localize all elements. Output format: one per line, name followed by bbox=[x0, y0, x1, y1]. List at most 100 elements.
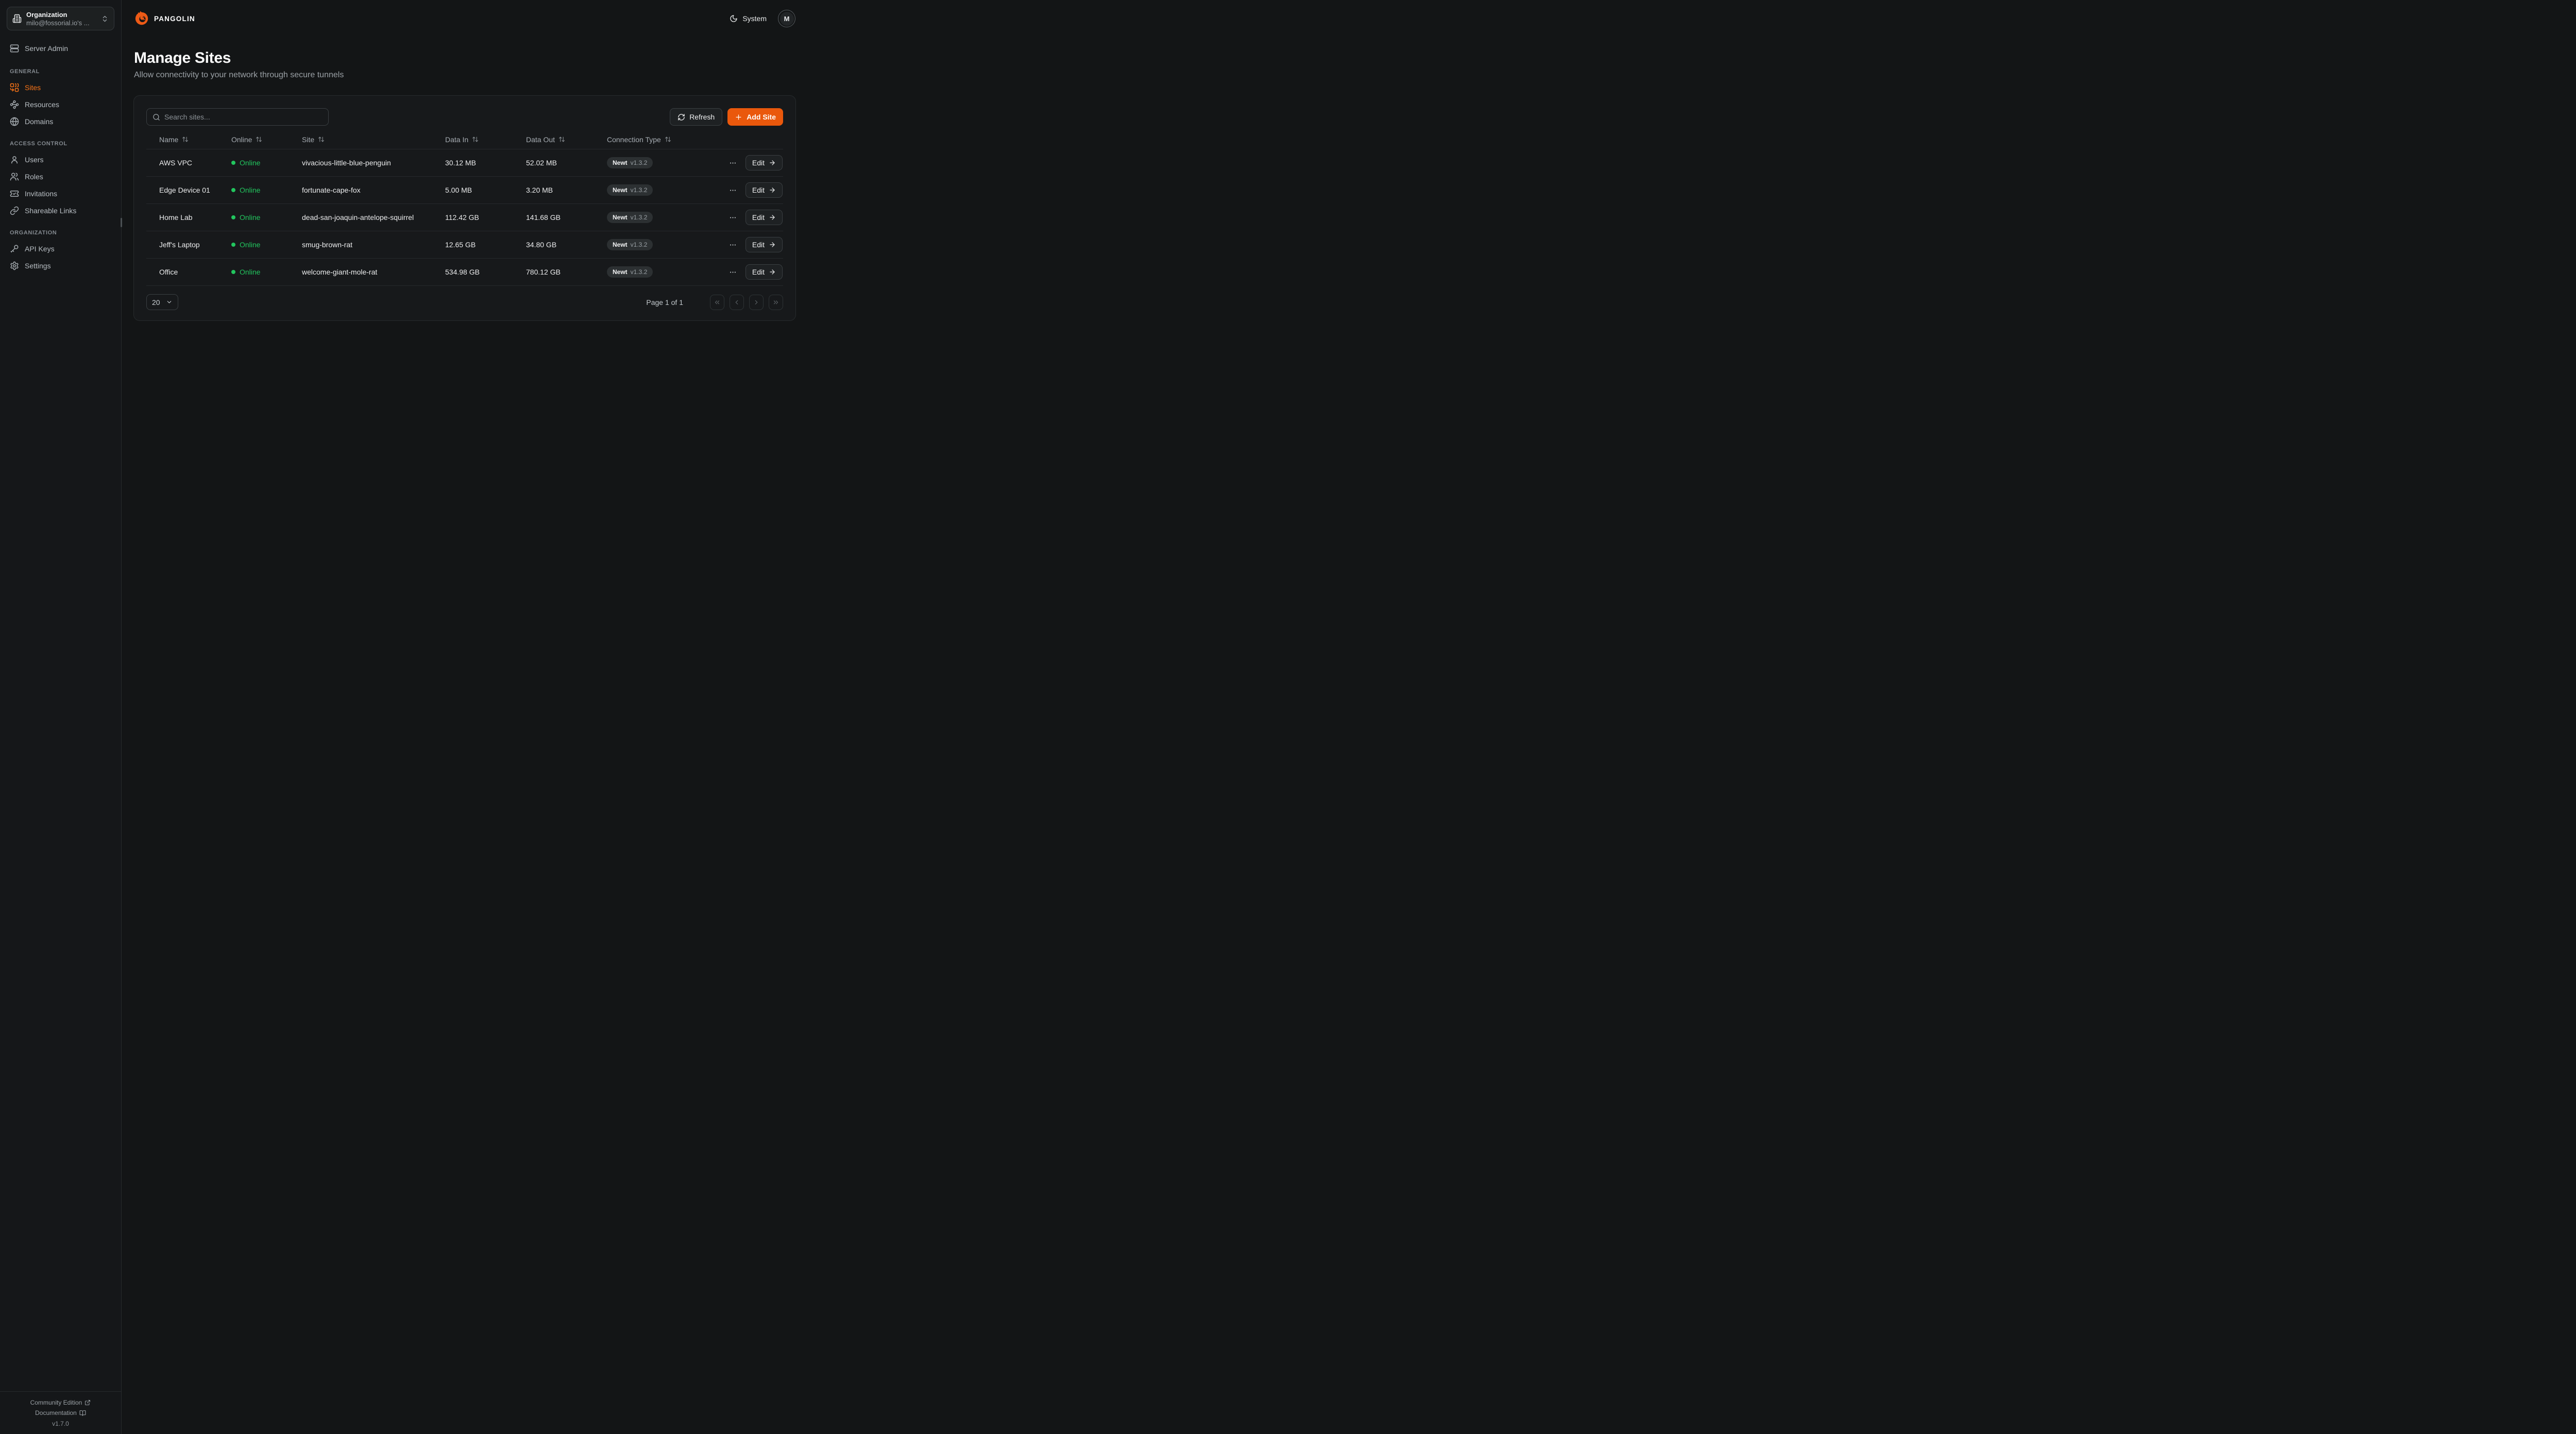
column-header-connection-type[interactable]: Connection Type bbox=[607, 135, 705, 144]
row-menu-button[interactable] bbox=[728, 184, 738, 196]
sidebar-item-shareable-links[interactable]: Shareable Links bbox=[7, 202, 114, 219]
row-menu-button[interactable] bbox=[728, 212, 738, 224]
chevrons-up-down-icon bbox=[101, 15, 109, 23]
sidebar-item-domains[interactable]: Domains bbox=[7, 113, 114, 130]
sidebar-item-settings[interactable]: Settings bbox=[7, 257, 114, 274]
edit-button[interactable]: Edit bbox=[745, 210, 783, 225]
sidebar: Organization milo@fossorial.io's ... Ser… bbox=[0, 0, 122, 1434]
row-menu-button[interactable] bbox=[728, 266, 738, 278]
ellipsis-icon bbox=[730, 162, 736, 164]
avatar[interactable]: M bbox=[778, 10, 795, 27]
refresh-button[interactable]: Refresh bbox=[670, 108, 723, 126]
column-label: Site bbox=[302, 135, 315, 144]
status-cell: Online bbox=[231, 186, 302, 194]
sidebar-item-sites[interactable]: Sites bbox=[7, 79, 114, 96]
row-actions: Edit bbox=[705, 155, 783, 170]
online-status-dot bbox=[231, 243, 235, 247]
column-header-data-in[interactable]: Data In bbox=[445, 135, 526, 144]
page-indicator: Page 1 of 1 bbox=[646, 298, 683, 306]
previous-page-button[interactable] bbox=[730, 294, 744, 310]
site-slug-cell: dead-san-joaquin-antelope-squirrel bbox=[302, 213, 414, 221]
documentation-link[interactable]: Documentation bbox=[0, 1408, 121, 1418]
first-page-button[interactable] bbox=[710, 294, 724, 310]
sidebar-item-label: Resources bbox=[25, 100, 59, 109]
column-header-site[interactable]: Site bbox=[302, 135, 445, 144]
edit-button[interactable]: Edit bbox=[745, 155, 783, 170]
edit-label: Edit bbox=[752, 213, 765, 221]
status-badge: Online bbox=[240, 186, 261, 194]
table-header: Name Online Site Data In Data Out Connec… bbox=[146, 130, 783, 149]
connection-type-badge: Newt v1.3.2 bbox=[607, 157, 653, 168]
sites-card: Refresh Add Site Name Online Site bbox=[133, 95, 796, 321]
site-name-cell: Edge Device 01 bbox=[159, 186, 210, 194]
page-size-value: 20 bbox=[152, 298, 160, 306]
waypoints-icon bbox=[10, 100, 19, 109]
sidebar-item-label: API Keys bbox=[25, 244, 55, 253]
status-badge: Online bbox=[240, 159, 261, 167]
row-actions: Edit bbox=[705, 182, 783, 198]
column-label: Name bbox=[159, 135, 179, 144]
users-icon bbox=[10, 172, 19, 181]
arrow-right-icon bbox=[769, 241, 776, 248]
sort-icon bbox=[665, 136, 671, 143]
sidebar-item-invitations[interactable]: Invitations bbox=[7, 185, 114, 202]
ellipsis-icon bbox=[730, 189, 736, 191]
community-edition-link[interactable]: Community Edition bbox=[0, 1397, 121, 1408]
connection-version: v1.3.2 bbox=[630, 214, 648, 221]
sidebar-item-server-admin[interactable]: Server Admin bbox=[7, 39, 114, 58]
site-slug-cell: smug-brown-rat bbox=[302, 241, 353, 249]
refresh-label: Refresh bbox=[689, 113, 715, 121]
connection-version: v1.3.2 bbox=[630, 241, 648, 248]
site-name-cell: AWS VPC bbox=[159, 159, 193, 167]
edit-button[interactable]: Edit bbox=[745, 237, 783, 252]
section-label-access-control: ACCESS CONTROL bbox=[10, 141, 67, 147]
sort-icon bbox=[472, 136, 479, 143]
ellipsis-icon bbox=[730, 216, 736, 218]
book-open-icon bbox=[79, 1410, 86, 1416]
chevrons-right-icon bbox=[773, 300, 778, 304]
card-toolbar: Refresh Add Site bbox=[146, 108, 783, 126]
table-row: Home Lab Online dead-san-joaquin-antelop… bbox=[146, 204, 783, 231]
data-in-cell: 112.42 GB bbox=[445, 213, 479, 221]
plus-icon bbox=[735, 113, 742, 121]
sidebar-item-api-keys[interactable]: API Keys bbox=[7, 240, 114, 257]
page-size-select[interactable]: 20 bbox=[146, 294, 178, 310]
documentation-label: Documentation bbox=[35, 1409, 77, 1416]
key-icon bbox=[10, 244, 19, 253]
sidebar-item-users[interactable]: Users bbox=[7, 151, 114, 168]
org-value: milo@fossorial.io's ... bbox=[26, 19, 90, 27]
sidebar-item-roles[interactable]: Roles bbox=[7, 168, 114, 185]
connection-type-badge: Newt v1.3.2 bbox=[607, 239, 653, 250]
column-header-data-out[interactable]: Data Out bbox=[526, 135, 607, 144]
edit-button[interactable]: Edit bbox=[745, 182, 783, 198]
last-page-button[interactable] bbox=[769, 294, 783, 310]
pangolin-logo-icon bbox=[134, 11, 149, 26]
theme-toggle-button[interactable]: System bbox=[730, 14, 767, 23]
community-edition-label: Community Edition bbox=[30, 1399, 82, 1406]
row-menu-button[interactable] bbox=[728, 239, 738, 251]
building-icon bbox=[12, 14, 22, 23]
org-switcher[interactable]: Organization milo@fossorial.io's ... bbox=[7, 7, 114, 30]
avatar-initial: M bbox=[779, 11, 794, 26]
connection-name: Newt bbox=[613, 214, 628, 221]
online-status-dot bbox=[231, 215, 235, 219]
server-icon bbox=[10, 44, 19, 53]
status-badge: Online bbox=[240, 268, 261, 276]
online-status-dot bbox=[231, 161, 235, 165]
sidebar-resize-handle[interactable] bbox=[121, 218, 122, 227]
sidebar-item-label: Shareable Links bbox=[25, 206, 77, 215]
row-menu-button[interactable] bbox=[728, 157, 738, 169]
pager: Page 1 of 1 bbox=[646, 294, 783, 310]
search-input[interactable] bbox=[164, 113, 323, 121]
add-site-button[interactable]: Add Site bbox=[727, 108, 783, 126]
status-badge: Online bbox=[240, 241, 261, 249]
connection-name: Newt bbox=[613, 159, 628, 166]
column-header-name[interactable]: Name bbox=[146, 135, 231, 144]
version-label: v1.7.0 bbox=[52, 1420, 69, 1427]
ticket-check-icon bbox=[10, 189, 19, 198]
sidebar-item-resources[interactable]: Resources bbox=[7, 96, 114, 113]
next-page-button[interactable] bbox=[749, 294, 764, 310]
brand: PANGOLIN bbox=[134, 11, 195, 26]
column-header-online[interactable]: Online bbox=[231, 135, 302, 144]
edit-button[interactable]: Edit bbox=[745, 264, 783, 280]
